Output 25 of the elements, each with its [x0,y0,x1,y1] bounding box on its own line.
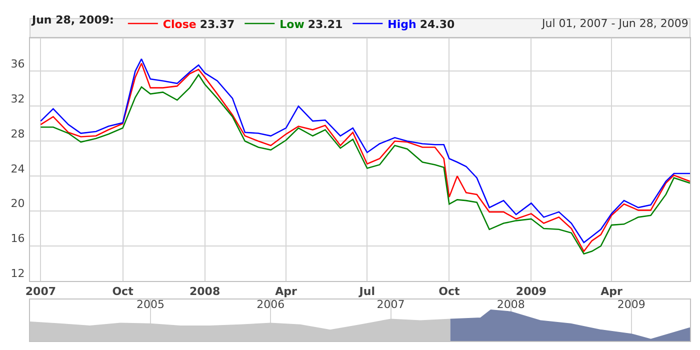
x-tick-label: 2007 [25,285,56,298]
x-tick-label: Oct [438,285,460,298]
x-tick-label: Oct [112,285,134,298]
x-tick-label: 2007 [376,298,405,311]
x-tick-label: 2009 [516,285,547,298]
x-tick-label: Apr [600,285,623,298]
x-tick-label: 2008 [189,285,220,298]
legend-label: High 24.30 [388,18,455,31]
x-tick-label: 2006 [256,298,285,311]
y-tick-label: 36 [10,57,25,70]
legend-title: Jun 28, 2009: [31,13,114,26]
x-tick-label: 2009 [617,298,646,311]
x-tick-label: Jul [358,285,375,298]
legend-label: Close 23.37 [162,18,235,31]
y-tick-label: 12 [10,267,25,280]
y-tick-label: 20 [10,197,25,210]
x-tick-label: 2005 [136,298,164,311]
x-tick-label: Apr [275,285,298,298]
x-tick-label: 2008 [496,298,525,311]
text: Jul 01, 2007 - Jun 28, 2009 [541,17,688,30]
y-tick-label: 24 [10,162,25,176]
y-tick-label: 16 [10,232,25,246]
y-tick-label: 32 [10,92,25,106]
legend-label: Low 23.21 [280,18,343,31]
y-tick-label: 28 [10,127,25,140]
